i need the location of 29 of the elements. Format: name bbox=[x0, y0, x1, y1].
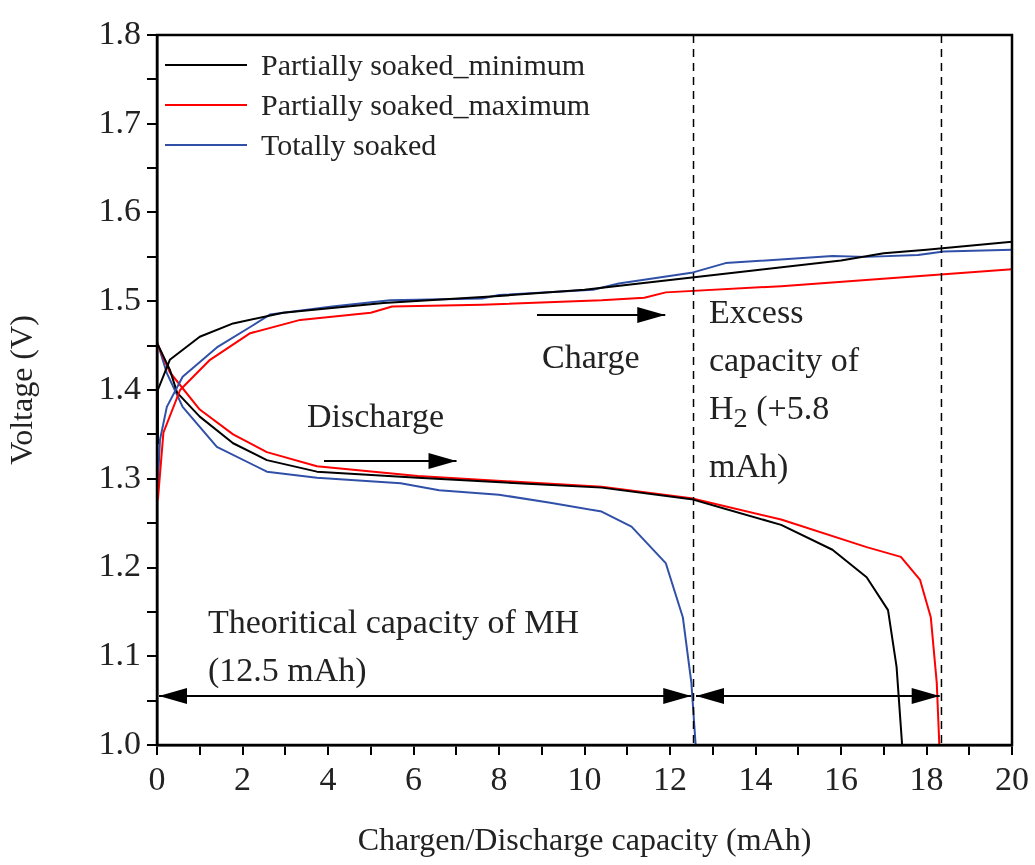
x-tick-label: 10 bbox=[567, 760, 602, 798]
annotation: Charge bbox=[542, 338, 640, 375]
x-tick-label: 18 bbox=[909, 760, 944, 798]
y-tick-label: 1.4 bbox=[98, 368, 141, 406]
legend-label: Partially soaked_maximum bbox=[261, 88, 591, 122]
y-axis-title: Voltage (V) bbox=[2, 315, 39, 465]
y-tick-label: 1.1 bbox=[98, 635, 141, 673]
x-tick-label: 6 bbox=[405, 760, 422, 798]
x-tick-label: 20 bbox=[995, 760, 1029, 798]
x-tick-label: 8 bbox=[490, 760, 508, 798]
annotation: Theoritical capacity of MH (12.5 mAh) bbox=[208, 602, 580, 690]
x-tick-label: 12 bbox=[653, 760, 687, 798]
y-tick-label: 1.2 bbox=[98, 546, 141, 584]
legend-label: Totally soaked bbox=[261, 128, 437, 162]
x-tick-label: 2 bbox=[234, 760, 251, 798]
y-tick-label: 1.5 bbox=[98, 280, 141, 318]
y-tick-label: 1.8 bbox=[98, 13, 141, 51]
y-tick-label: 1.7 bbox=[98, 102, 141, 140]
annotation: Excess capacity of H$_{2}$ (+5.8 mAh) bbox=[709, 292, 861, 486]
x-tick-label: 0 bbox=[148, 760, 166, 798]
x-axis-title: Chargen/Discharge capacity (mAh) bbox=[357, 821, 812, 858]
x-tick-label: 14 bbox=[738, 760, 773, 798]
y-tick-label: 1.3 bbox=[98, 457, 141, 495]
annotation: Discharge bbox=[307, 396, 446, 436]
x-tick-label: 16 bbox=[824, 760, 858, 798]
y-tick-label: 1.6 bbox=[98, 191, 141, 229]
legend-label: Partially soaked_minimum bbox=[261, 48, 586, 82]
x-tick-label: 4 bbox=[319, 760, 337, 798]
y-tick-label: 1.0 bbox=[98, 723, 141, 761]
